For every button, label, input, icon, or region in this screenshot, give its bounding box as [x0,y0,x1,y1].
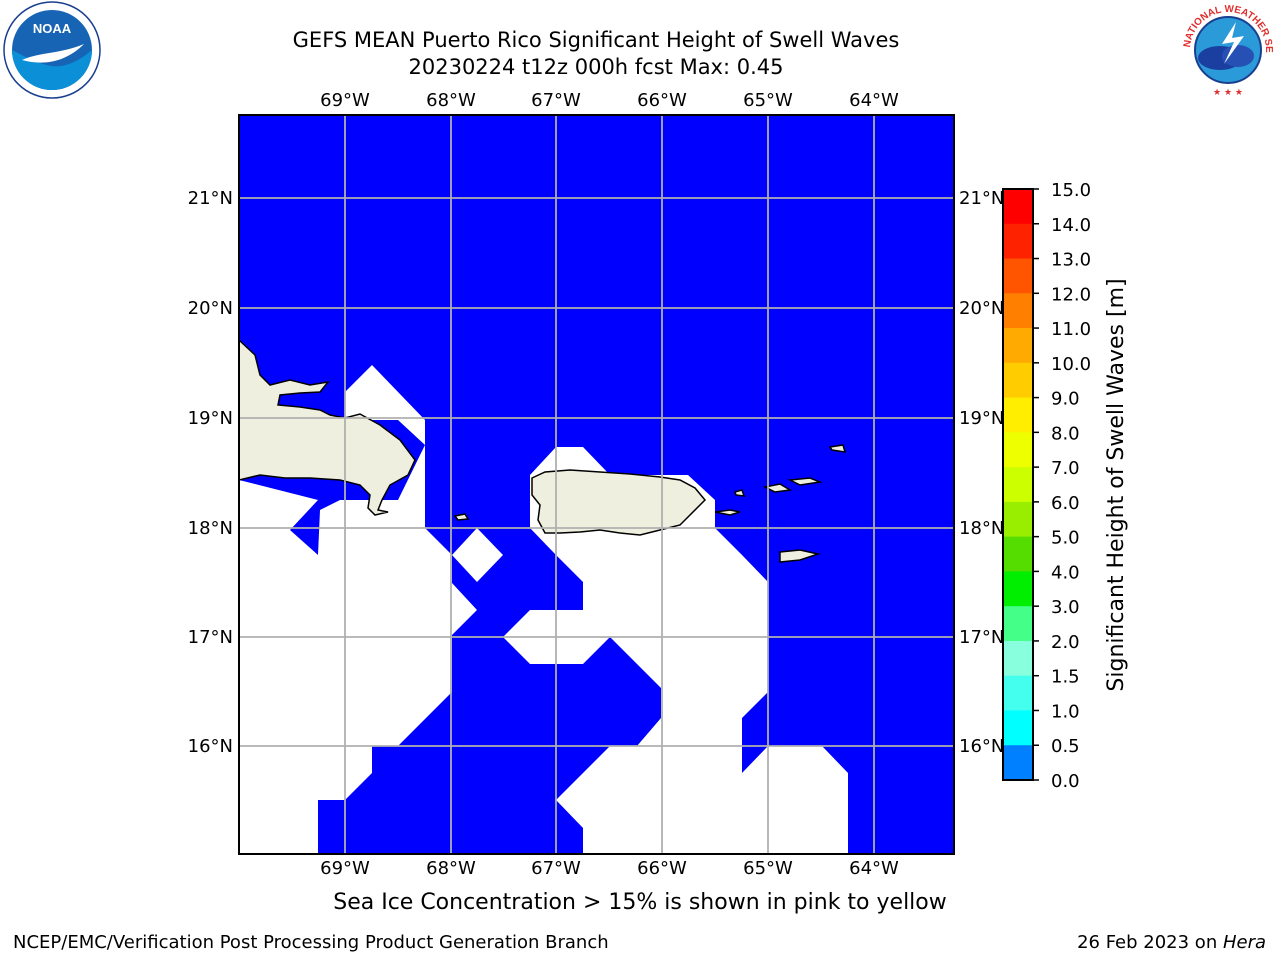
sea-ice-caption: Sea Ice Concentration > 15% is shown in … [333,890,947,915]
colorbar-swatch [1003,293,1033,329]
colorbar-swatch [1003,675,1033,711]
lon-label-bottom: 64°W [849,858,899,879]
lon-label-top: 68°W [426,90,476,111]
nws-logo: NATIONAL WEATHER SERVICE ★ ★ ★ [1178,0,1275,98]
lat-label-right: 16°N [959,736,1004,757]
colorbar-tick-label: 3.0 [1051,597,1080,618]
lat-label-right: 21°N [959,188,1004,209]
colorbar-tick-label: 0.0 [1051,771,1080,792]
lat-label-right: 19°N [959,408,1004,429]
lon-label-bottom: 66°W [637,858,687,879]
colorbar-swatch [1003,432,1033,468]
lat-label-left: 18°N [188,518,233,539]
colorbar-swatch [1003,536,1033,572]
footer-branch: NCEP/EMC/Verification Post Processing Pr… [13,932,609,953]
colorbar-swatch [1003,328,1033,364]
virgin-islands [453,444,847,563]
colorbar-tick-label: 5.0 [1051,528,1080,549]
colorbar-swatch [1003,640,1033,677]
lat-label-left: 16°N [188,736,233,757]
lat-label-left: 19°N [188,408,233,429]
colorbar-tick-label: 9.0 [1051,389,1080,410]
lat-label-right: 18°N [959,518,1004,539]
colorbar-swatch [1003,362,1033,399]
chart-subtitle: 20230224 t12z 000h fcst Max: 0.45 [408,55,784,79]
colorbar-tick-label: 0.5 [1051,736,1080,757]
graticule [239,115,954,854]
colorbar-swatch [1003,189,1033,225]
lon-label-top: 66°W [637,90,687,111]
noaa-logo: NOAA [3,1,101,99]
colorbar-tick-label: 13.0 [1051,250,1091,271]
chart-title: GEFS MEAN Puerto Rico Significant Height… [292,28,900,52]
puerto-rico-land [531,469,707,536]
colorbar-tick-label: 14.0 [1051,215,1091,236]
colorbar-swatch [1003,223,1033,260]
lon-label-top: 67°W [531,90,581,111]
noaa-logo-text: NOAA [33,21,72,36]
colorbar-swatch [1003,606,1033,642]
lat-label-left: 20°N [188,298,233,319]
lon-label-bottom: 67°W [531,858,581,879]
colorbar-swatch [1003,467,1033,503]
lon-label-top: 69°W [320,90,370,111]
hispaniola-land [239,338,416,516]
svg-text:★ ★ ★: ★ ★ ★ [1213,88,1243,98]
colorbar-tick-label: 10.0 [1051,354,1091,375]
lat-label-left: 21°N [188,188,233,209]
colorbar-tick-label: 8.0 [1051,423,1080,444]
colorbar-tick-label: 1.0 [1051,701,1080,722]
colorbar-frame [1002,188,1034,781]
no-data-regions [239,365,848,854]
lat-label-left: 17°N [188,627,233,648]
footer-host: Hera [1222,932,1266,953]
footer-date: 26 Feb 2023 on Hera [1077,932,1266,953]
land-masses [239,338,847,563]
lon-label-bottom: 65°W [743,858,793,879]
lon-label-top: 65°W [743,90,793,111]
lon-label-bottom: 69°W [320,858,370,879]
colorbar-tick-label: 7.0 [1051,458,1080,479]
colorbar-label: Significant Height of Swell Waves [m] [1104,278,1129,691]
map-frame [238,114,955,855]
lon-label-bottom: 68°W [426,858,476,879]
colorbar-tick-label: 6.0 [1051,493,1080,514]
colorbar-swatch [1003,571,1033,607]
colorbar: 15.0 14.0 13.0 12.0 11.0 10.0 9.0 8.0 7.0 6.0 5.0 4… [1003,180,1091,792]
colorbar-tick-label: 11.0 [1051,319,1091,340]
lat-label-right: 17°N [959,627,1004,648]
colorbar-tick-label: 4.0 [1051,562,1080,583]
colorbar-swatch [1003,745,1033,781]
colorbar-tick-label: 12.0 [1051,284,1091,305]
colorbar-tick-label: 1.5 [1051,667,1080,688]
lon-label-top: 64°W [849,90,899,111]
colorbar-swatch [1003,501,1033,538]
lat-label-right: 20°N [959,298,1004,319]
colorbar-tick-label: 2.0 [1051,632,1080,653]
footer-date-text: 26 Feb 2023 on [1077,932,1223,953]
colorbar-swatch [1003,397,1033,433]
colorbar-swatch [1003,710,1033,746]
colorbar-swatch [1003,258,1033,294]
colorbar-tick-label: 15.0 [1051,180,1091,201]
